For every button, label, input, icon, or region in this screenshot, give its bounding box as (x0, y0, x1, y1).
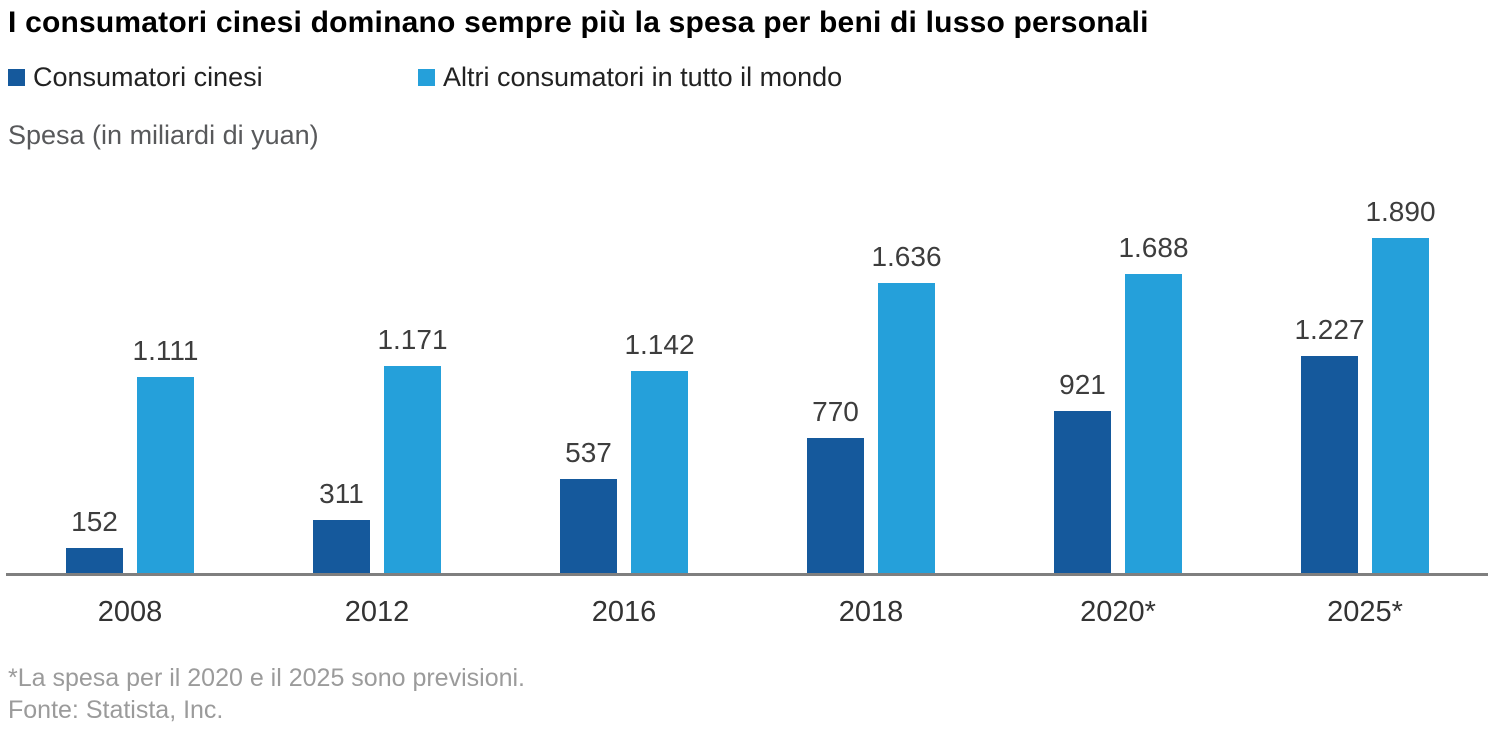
bar-chinese-2008 (66, 548, 123, 575)
value-label-others-2025: 1.890 (1365, 196, 1436, 227)
value-label-others-2012: 1.171 (377, 324, 448, 355)
legend-swatch-dark-blue-icon (8, 68, 25, 86)
bar-chinese-2016 (560, 479, 617, 575)
x-axis-category-2012: 2012 (344, 596, 410, 628)
value-label-others-2020: 1.688 (1118, 232, 1189, 263)
footnote-forecast-note: *La spesa per il 2020 e il 2025 sono pre… (8, 664, 526, 692)
bar-others-2008 (137, 377, 194, 575)
value-label-chinese-2018: 770 (812, 396, 859, 427)
value-label-chinese-2008: 152 (71, 506, 118, 537)
bar-others-2025 (1372, 238, 1429, 575)
bar-chinese-2025 (1301, 356, 1358, 575)
x-axis-category-2025: 2025* (1327, 596, 1403, 628)
bar-others-2012 (384, 366, 441, 575)
chart-title: I consumatori cinesi dominano sempre più… (8, 6, 1149, 39)
y-axis-unit-label: Spesa (in miliardi di yuan) (8, 120, 319, 150)
bar-others-2018 (878, 283, 935, 575)
value-label-chinese-2020: 921 (1059, 369, 1106, 400)
legend-label: Consumatori cinesi (33, 61, 263, 92)
chart-footnote: *La spesa per il 2020 e il 2025 sono pre… (8, 662, 525, 726)
legend-swatch-light-blue-icon (418, 68, 435, 86)
value-label-others-2018: 1.636 (871, 241, 942, 272)
x-axis-line (6, 573, 1488, 576)
legend-item-consumatori-cinesi: Consumatori cinesi (8, 60, 263, 94)
bar-chinese-2018 (807, 438, 864, 575)
footnote-source: Fonte: Statista, Inc. (8, 696, 224, 724)
x-axis-category-2008: 2008 (97, 596, 163, 628)
value-label-others-2016: 1.142 (624, 329, 695, 360)
x-axis-category-2016: 2016 (591, 596, 657, 628)
bar-chinese-2020 (1054, 411, 1111, 575)
value-label-chinese-2025: 1.227 (1294, 314, 1365, 345)
bar-chinese-2012 (313, 520, 370, 575)
legend-item-altri-consumatori: Altri consumatori in tutto il mondo (418, 60, 842, 94)
x-axis-category-2020: 2020* (1080, 596, 1156, 628)
value-label-others-2008: 1.111 (132, 335, 199, 366)
value-label-chinese-2012: 311 (319, 478, 364, 509)
legend-label: Altri consumatori in tutto il mondo (443, 61, 843, 92)
x-axis-category-2018: 2018 (838, 596, 904, 628)
bar-others-2016 (631, 371, 688, 575)
bar-others-2020 (1125, 274, 1182, 575)
value-label-chinese-2016: 537 (565, 437, 612, 468)
